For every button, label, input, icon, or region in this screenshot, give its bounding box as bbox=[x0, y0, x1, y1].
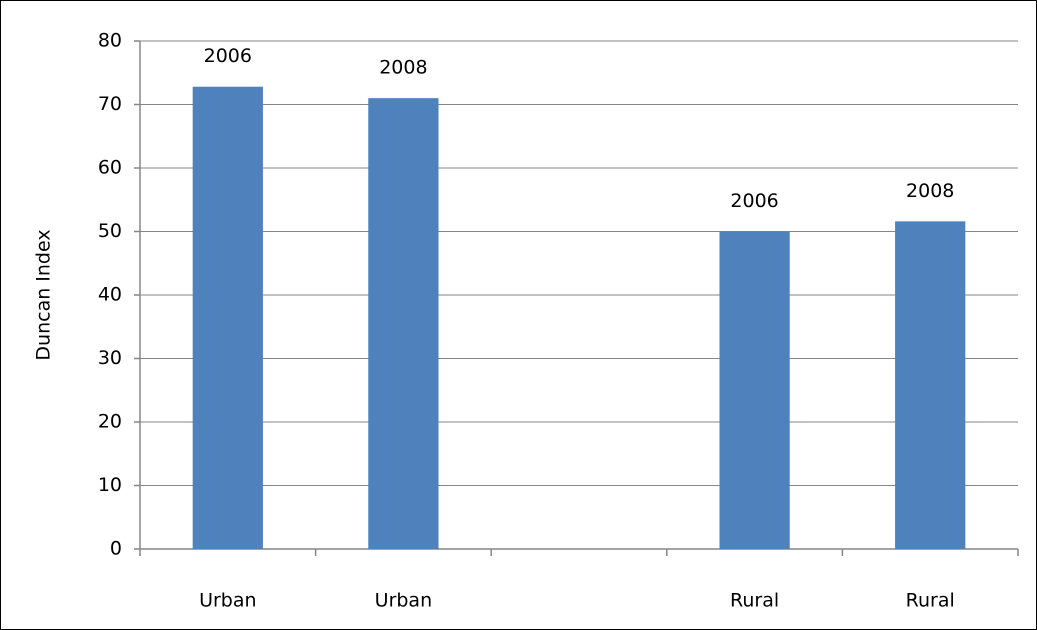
y-tick-label: 30 bbox=[98, 347, 122, 369]
x-tick-label: Rural bbox=[906, 590, 955, 612]
y-tick-label: 60 bbox=[98, 157, 122, 179]
y-axis-label: Duncan Index bbox=[33, 229, 55, 360]
bar bbox=[192, 86, 263, 549]
y-tick-label: 80 bbox=[98, 30, 122, 52]
bar bbox=[719, 231, 790, 549]
x-tick-label: Rural bbox=[730, 590, 779, 612]
bar bbox=[895, 221, 966, 549]
bar-label: 2006 bbox=[730, 190, 778, 212]
y-tick-label: 50 bbox=[98, 220, 122, 242]
bar bbox=[368, 98, 439, 550]
bar-label: 2008 bbox=[379, 57, 427, 79]
y-tick-label: 70 bbox=[98, 93, 122, 115]
y-tick-label: 20 bbox=[98, 411, 122, 433]
y-tick-label: 40 bbox=[98, 284, 122, 306]
y-tick-label: 10 bbox=[98, 474, 122, 496]
x-tick-label: Urban bbox=[199, 590, 256, 612]
bar-label: 2008 bbox=[906, 180, 954, 202]
bar-label: 2006 bbox=[204, 45, 252, 67]
x-tick-label: Urban bbox=[375, 590, 432, 612]
y-tick-label: 0 bbox=[110, 538, 122, 560]
